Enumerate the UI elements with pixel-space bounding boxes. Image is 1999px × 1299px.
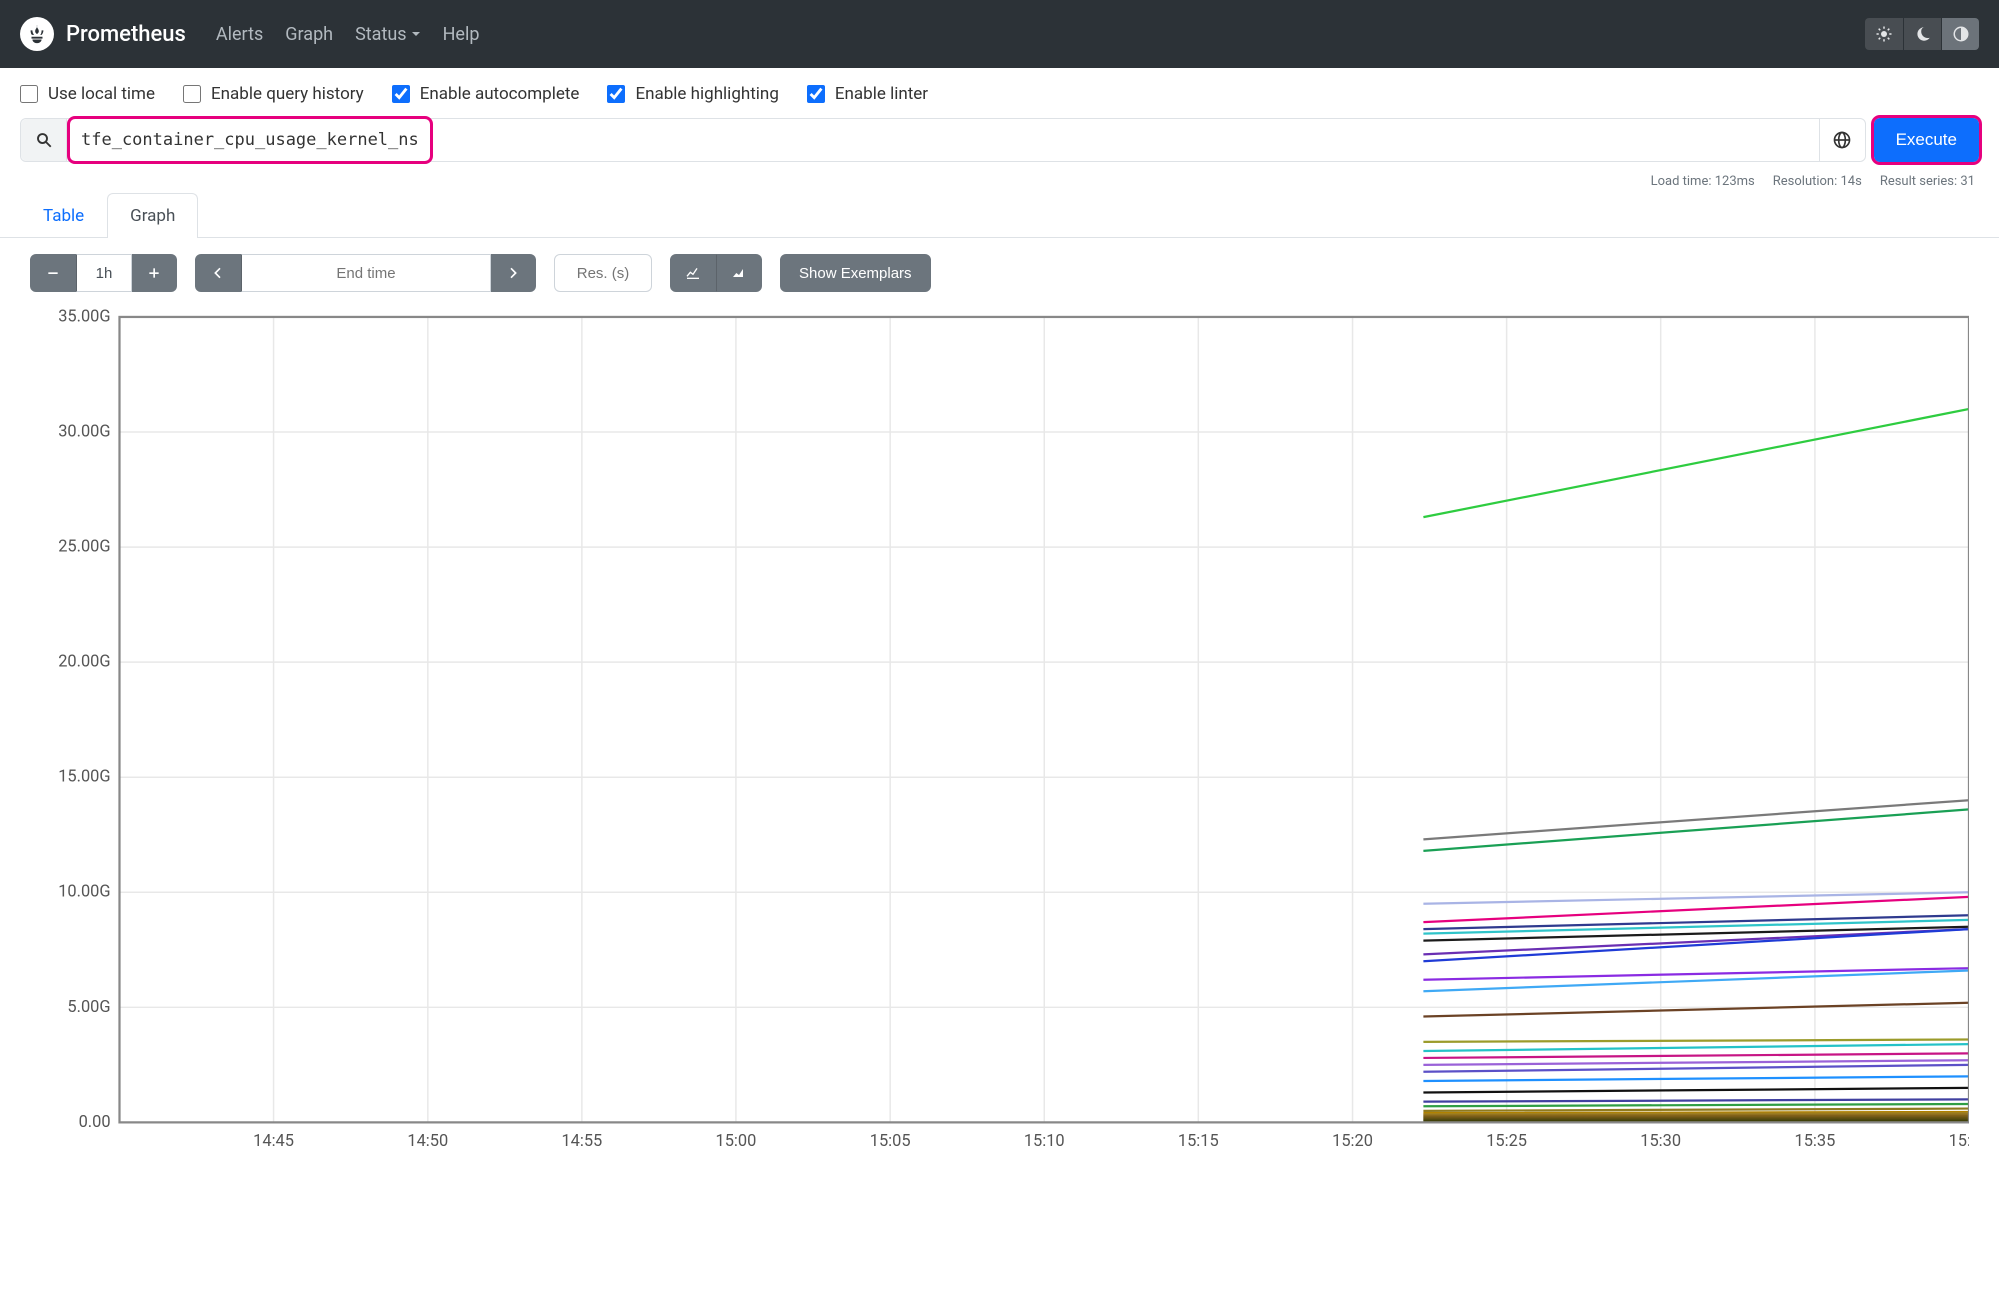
- duration-decrease-button[interactable]: [30, 254, 76, 292]
- line-chart-icon: [685, 265, 701, 281]
- option-enable-autocomplete[interactable]: Enable autocomplete: [392, 84, 580, 104]
- query-input-wrap: [67, 119, 1819, 161]
- plus-icon: [146, 265, 162, 281]
- use-local-time-label: Use local time: [48, 84, 155, 104]
- duration-increase-button[interactable]: [132, 254, 177, 292]
- nav-help[interactable]: Help: [443, 24, 480, 45]
- duration-group: [30, 254, 177, 292]
- option-enable-linter[interactable]: Enable linter: [807, 84, 928, 104]
- navbar: Prometheus Alerts Graph Status Help: [0, 0, 1999, 68]
- enable-linter-checkbox[interactable]: [807, 85, 825, 103]
- stat-result-series: Result series: 31: [1880, 174, 1975, 189]
- svg-text:15:30: 15:30: [1640, 1132, 1681, 1151]
- stat-resolution: Resolution: 14s: [1773, 174, 1862, 189]
- enable-highlighting-checkbox[interactable]: [607, 85, 625, 103]
- theme-auto-button[interactable]: [1941, 18, 1979, 50]
- navbar-theme-group: [1865, 18, 1979, 50]
- endtime-group: [195, 254, 536, 292]
- option-use-local-time[interactable]: Use local time: [20, 84, 155, 104]
- minus-icon: [45, 265, 61, 281]
- svg-text:15:15: 15:15: [1178, 1132, 1219, 1151]
- stat-load-time: Load time: 123ms: [1651, 174, 1755, 189]
- search-icon: [35, 131, 53, 149]
- svg-text:15:00: 15:00: [716, 1132, 757, 1151]
- nav-status[interactable]: Status: [355, 24, 420, 45]
- stats-bar: Load time: 123ms Resolution: 14s Result …: [0, 170, 1999, 193]
- resolution-input[interactable]: [554, 254, 652, 292]
- nav-status-label: Status: [355, 24, 406, 45]
- svg-text:30.00G: 30.00G: [58, 422, 110, 441]
- duration-input[interactable]: [76, 254, 132, 292]
- globe-icon: [1832, 130, 1852, 150]
- svg-text:20.00G: 20.00G: [58, 653, 110, 672]
- option-enable-highlighting[interactable]: Enable highlighting: [607, 84, 778, 104]
- chart-container: 0.00 5.00G 10.00G 15.00G 20.00G 25.00G 30.00G 3…: [0, 308, 1999, 1178]
- option-enable-history[interactable]: Enable query history: [183, 84, 364, 104]
- svg-text:0.00: 0.00: [79, 1113, 111, 1132]
- navbar-nav: Alerts Graph Status Help: [216, 24, 1865, 45]
- enable-history-label: Enable query history: [211, 84, 364, 104]
- chevron-down-icon: [411, 29, 421, 39]
- prometheus-logo-icon: [20, 17, 54, 51]
- moon-icon: [1914, 25, 1932, 43]
- query-globe-button[interactable]: [1819, 119, 1865, 161]
- svg-text:25.00G: 25.00G: [58, 538, 110, 557]
- enable-linter-label: Enable linter: [835, 84, 928, 104]
- area-chart-icon: [731, 265, 747, 281]
- svg-text:15:05: 15:05: [870, 1132, 911, 1151]
- theme-light-button[interactable]: [1865, 18, 1903, 50]
- svg-text:15:25: 15:25: [1486, 1132, 1527, 1151]
- tabs: Table Graph: [0, 193, 1999, 238]
- enable-history-checkbox[interactable]: [183, 85, 201, 103]
- svg-text:15:35: 15:35: [1795, 1132, 1836, 1151]
- execute-wrap: Execute: [1874, 118, 1979, 162]
- tab-table[interactable]: Table: [20, 193, 107, 238]
- svg-text:15:40: 15:40: [1949, 1132, 1969, 1151]
- execute-button[interactable]: Execute: [1874, 118, 1979, 162]
- chart-svg[interactable]: 0.00 5.00G 10.00G 15.00G 20.00G 25.00G 30.00G 3…: [30, 308, 1969, 1158]
- sun-icon: [1875, 25, 1893, 43]
- options-bar: Use local time Enable query history Enab…: [0, 68, 1999, 114]
- svg-text:14:45: 14:45: [253, 1132, 294, 1151]
- svg-text:35.00G: 35.00G: [58, 308, 110, 326]
- svg-text:14:50: 14:50: [407, 1132, 448, 1151]
- svg-text:15:10: 15:10: [1024, 1132, 1065, 1151]
- navbar-title: Prometheus: [66, 22, 186, 47]
- endtime-prev-button[interactable]: [195, 254, 241, 292]
- graph-toolbar: Show Exemplars: [0, 238, 1999, 308]
- query-input-group: [20, 118, 1866, 162]
- svg-text:15:20: 15:20: [1332, 1132, 1373, 1151]
- endtime-next-button[interactable]: [491, 254, 536, 292]
- contrast-icon: [1952, 25, 1970, 43]
- svg-text:5.00G: 5.00G: [67, 998, 110, 1017]
- enable-highlighting-label: Enable highlighting: [635, 84, 778, 104]
- graph-mode-group: [670, 254, 762, 292]
- enable-autocomplete-label: Enable autocomplete: [420, 84, 580, 104]
- svg-text:15.00G: 15.00G: [58, 768, 110, 787]
- query-expression-input[interactable]: [67, 119, 1819, 161]
- graph-mode-stacked-button[interactable]: [716, 254, 762, 292]
- endtime-input[interactable]: [241, 254, 491, 292]
- query-bar: Execute: [0, 114, 1999, 170]
- graph-mode-line-button[interactable]: [670, 254, 716, 292]
- tab-graph[interactable]: Graph: [107, 193, 198, 238]
- use-local-time-checkbox[interactable]: [20, 85, 38, 103]
- chevron-right-icon: [505, 265, 521, 281]
- show-exemplars-button[interactable]: Show Exemplars: [780, 254, 931, 292]
- enable-autocomplete-checkbox[interactable]: [392, 85, 410, 103]
- metrics-explorer-button[interactable]: [21, 119, 67, 161]
- nav-alerts[interactable]: Alerts: [216, 24, 263, 45]
- svg-text:10.00G: 10.00G: [58, 883, 110, 902]
- svg-text:14:55: 14:55: [561, 1132, 602, 1151]
- nav-graph[interactable]: Graph: [285, 24, 333, 45]
- theme-dark-button[interactable]: [1903, 18, 1941, 50]
- chevron-left-icon: [210, 265, 226, 281]
- navbar-brand[interactable]: Prometheus: [20, 17, 186, 51]
